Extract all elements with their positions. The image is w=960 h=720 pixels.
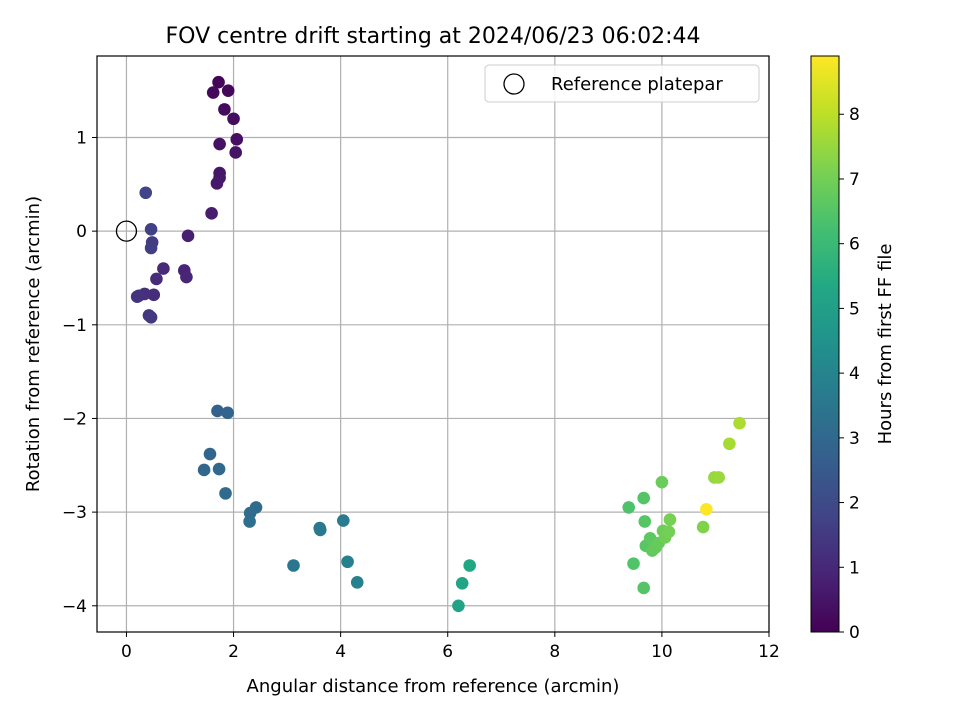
y-axis-title: Rotation from reference (arcmin) [23, 196, 44, 492]
data-point [287, 559, 300, 572]
x-tick-label: 0 [121, 642, 132, 662]
data-point [463, 559, 476, 572]
legend-box [484, 64, 760, 103]
colorbar-ticks: 0 1 2 3 4 5 6 7 8 [839, 105, 860, 643]
x-axis-ticks: 0 2 4 6 8 10 12 [121, 632, 780, 662]
data-point [144, 311, 158, 324]
data-point [181, 229, 195, 243]
y-tick-label: 1 [76, 128, 87, 148]
plot-area: 0 2 4 6 8 10 12 −4 −3 −2 −1 0 1 [62, 55, 780, 662]
data-point [180, 270, 193, 284]
colorbar-tick-label: 5 [849, 299, 860, 319]
x-tick-label: 6 [442, 642, 453, 662]
data-point [157, 262, 170, 275]
data-point [700, 503, 713, 516]
legend: Reference platepar [484, 64, 760, 103]
grid-lines [97, 56, 770, 632]
data-point [663, 513, 677, 526]
data-points [130, 75, 746, 613]
data-point [221, 406, 234, 420]
colorbar-tick-label: 0 [849, 623, 860, 643]
chart-title: FOV centre drift starting at 2024/06/23 … [166, 24, 701, 49]
reference-platepar-marker [115, 220, 138, 242]
data-point [150, 272, 163, 286]
colorbar-tick-label: 3 [849, 429, 860, 449]
colorbar-tick-label: 7 [849, 170, 860, 190]
data-point [139, 186, 153, 200]
data-point [218, 103, 231, 116]
data-point [205, 207, 218, 220]
x-tick-label: 12 [758, 642, 780, 662]
y-tick-label: −1 [62, 316, 87, 336]
data-point [213, 137, 226, 151]
data-point [206, 86, 220, 99]
data-point [203, 447, 217, 461]
data-point [627, 557, 640, 570]
x-tick-label: 10 [651, 642, 673, 662]
data-point [655, 475, 669, 489]
data-point [221, 84, 235, 97]
data-point [130, 290, 144, 304]
x-axis-title: Angular distance from reference (arcmin) [247, 676, 620, 697]
data-point [638, 515, 652, 528]
legend-label: Reference platepar [551, 74, 723, 95]
data-point [341, 555, 354, 569]
x-tick-label: 4 [335, 642, 346, 662]
data-point [662, 525, 676, 539]
data-point [337, 514, 350, 527]
data-point [197, 463, 211, 477]
data-point [733, 416, 746, 430]
y-tick-label: −2 [62, 409, 87, 429]
data-point [313, 523, 327, 537]
data-point [455, 576, 469, 590]
colorbar-gradient [810, 55, 840, 633]
data-point [219, 487, 232, 500]
y-tick-label: 0 [76, 222, 87, 242]
colorbar-tick-label: 6 [849, 235, 860, 255]
data-point [712, 471, 725, 484]
data-point [212, 75, 225, 89]
data-point [622, 501, 636, 514]
data-point [637, 581, 651, 595]
data-point [723, 437, 736, 451]
data-point [637, 491, 651, 505]
y-tick-label: −4 [62, 597, 87, 617]
data-point [696, 520, 710, 534]
x-tick-label: 8 [549, 642, 560, 662]
data-point [211, 404, 224, 418]
data-point [229, 146, 242, 159]
data-point [350, 576, 364, 589]
data-point [227, 112, 240, 126]
colorbar-title: Hours from first FF file [875, 244, 896, 445]
y-tick-label: −3 [62, 503, 87, 523]
data-point [147, 288, 161, 302]
data-point [230, 133, 244, 146]
colorbar-tick-label: 8 [849, 105, 860, 125]
legend-reference-marker [503, 73, 525, 95]
data-point [212, 462, 226, 476]
reference-marker-layer [115, 220, 138, 242]
colorbar-tick-label: 2 [849, 494, 860, 514]
data-point [144, 222, 158, 236]
plot-frame [96, 55, 770, 633]
data-point [243, 515, 256, 528]
data-point [144, 241, 158, 255]
data-point [210, 177, 224, 190]
x-tick-label: 2 [228, 642, 239, 662]
y-axis-ticks: −4 −3 −2 −1 0 1 [62, 128, 97, 617]
colorbar-tick-label: 4 [849, 364, 860, 384]
colorbar: 0 1 2 3 4 5 6 7 8 Hours from first FF file [810, 55, 896, 643]
data-point [452, 599, 465, 613]
colorbar-tick-label: 1 [849, 558, 860, 578]
